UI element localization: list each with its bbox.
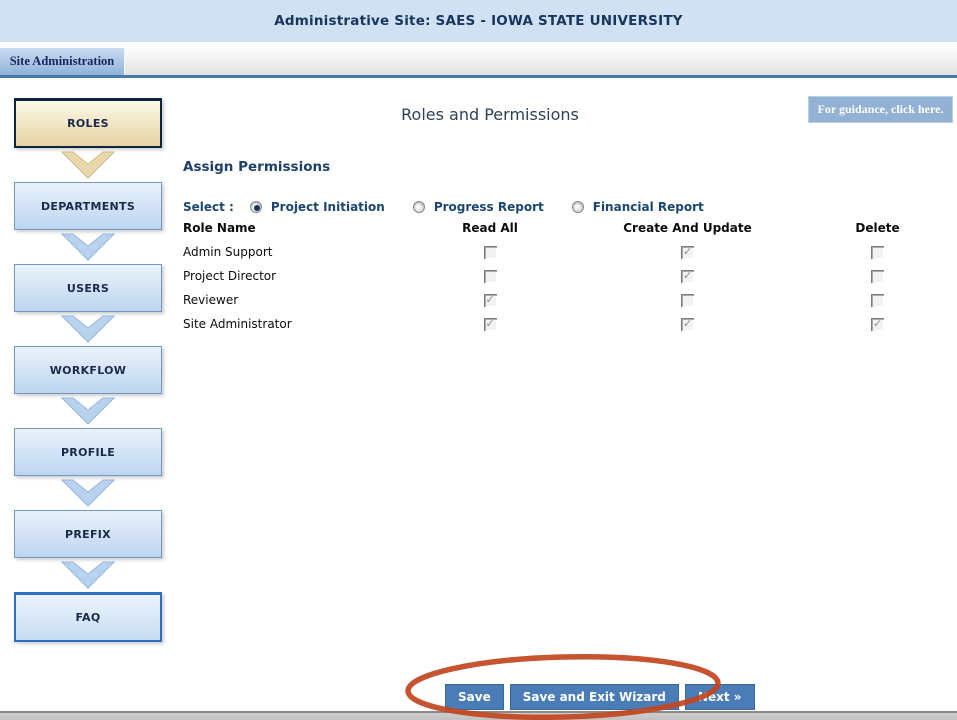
tab-bar: Site Administration [0, 48, 957, 75]
sidebar-item-label: PREFIX [65, 527, 111, 541]
checkbox-site-administrator-read-all[interactable] [483, 317, 497, 331]
sidebar-item-profile[interactable]: PROFILE [14, 428, 162, 476]
sidebar-item-users[interactable]: USERS [14, 264, 162, 312]
checkbox-admin-support-read-all[interactable] [483, 245, 497, 259]
permissions-table: Role Name Read All Create And Update Del… [183, 216, 955, 336]
sidebar-item-roles[interactable]: ROLES [14, 98, 162, 148]
column-header-role-name: Role Name [183, 221, 256, 235]
sidebar-item-workflow[interactable]: WORKFLOW [14, 346, 162, 394]
role-name: Site Administrator [183, 317, 292, 331]
sidebar-item-label: FAQ [75, 611, 101, 624]
guidance-button-label: For guidance, click here. [817, 102, 944, 116]
checkbox-project-director-delete[interactable] [871, 269, 884, 283]
next-button[interactable]: Next » [684, 684, 755, 710]
wizard-sidebar: ROLES DEPARTMENTS USERS WORKFLOW PROFILE [14, 98, 162, 642]
role-name: Reviewer [183, 293, 239, 307]
arrow-down-icon [14, 312, 162, 346]
checkbox-admin-support-create-and-update[interactable] [681, 245, 694, 259]
save-button[interactable]: Save [445, 684, 504, 710]
radio-progress-report[interactable] [412, 201, 425, 213]
sidebar-item-label: ROLES [67, 117, 109, 130]
column-header-read-all: Read All [462, 221, 518, 235]
checkbox-reviewer-create-and-update[interactable] [681, 293, 694, 307]
column-header-create-and-update: Create And Update [623, 221, 752, 235]
radio-label-project-initiation: Project Initiation [270, 200, 385, 214]
sidebar-item-label: PROFILE [60, 445, 116, 459]
checkbox-reviewer-delete[interactable] [871, 293, 884, 307]
save-and-exit-wizard-button[interactable]: Save and Exit Wizard [509, 684, 679, 710]
arrow-down-icon [14, 558, 162, 592]
checkbox-reviewer-read-all[interactable] [483, 293, 497, 307]
sidebar-item-label: DEPARTMENTS [40, 199, 136, 213]
role-name: Admin Support [183, 245, 273, 259]
checkbox-admin-support-delete[interactable] [871, 245, 884, 259]
arrow-down-icon [14, 230, 162, 264]
sidebar-item-label: WORKFLOW [49, 363, 127, 377]
page-title: Roles and Permissions [401, 105, 579, 124]
radio-label-progress-report: Progress Report [433, 200, 544, 214]
role-name: Project Director [183, 269, 277, 283]
app-header: Administrative Site: SAES - IOWA STATE U… [0, 0, 957, 42]
checkbox-project-director-create-and-update[interactable] [681, 269, 694, 283]
sidebar-item-faq[interactable]: FAQ [14, 592, 162, 642]
select-label: Select : [183, 200, 234, 214]
guidance-button[interactable]: For guidance, click here. [808, 96, 953, 123]
tab-underline [0, 75, 957, 78]
column-header-delete: Delete [855, 221, 900, 235]
arrow-down-icon [14, 476, 162, 510]
arrow-down-icon [14, 394, 162, 428]
tab-label: Site Administration [9, 54, 115, 68]
arrow-down-icon [14, 148, 162, 182]
wizard-footer-buttons: Save Save and Exit Wizard Next » [445, 684, 755, 710]
checkbox-site-administrator-create-and-update[interactable] [681, 317, 694, 331]
checkbox-project-director-read-all[interactable] [483, 269, 497, 283]
sidebar-item-departments[interactable]: DEPARTMENTS [14, 182, 162, 230]
section-heading: Assign Permissions [183, 159, 331, 175]
checkbox-site-administrator-delete[interactable] [871, 317, 884, 331]
app-title: Administrative Site: SAES - IOWA STATE U… [274, 13, 683, 29]
sidebar-item-label: USERS [66, 281, 110, 295]
radio-label-financial-report: Financial Report [592, 200, 704, 214]
sidebar-item-prefix[interactable]: PREFIX [14, 510, 162, 558]
radio-project-initiation[interactable] [249, 201, 262, 213]
bottom-status-bar [0, 711, 957, 720]
tab-site-administration[interactable]: Site Administration [0, 48, 125, 75]
radio-financial-report[interactable] [571, 201, 584, 213]
report-type-selector: Select : Project Initiation Progress Rep… [183, 198, 732, 216]
